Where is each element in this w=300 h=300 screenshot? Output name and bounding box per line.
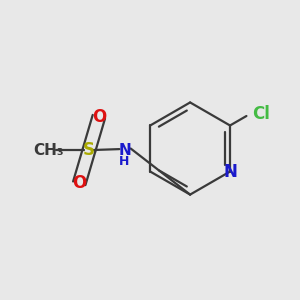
Text: CH₃: CH₃ — [34, 142, 64, 158]
Text: H: H — [119, 155, 129, 168]
Text: S: S — [83, 141, 95, 159]
Text: Cl: Cl — [252, 105, 270, 123]
Text: N: N — [223, 163, 237, 181]
Text: N: N — [118, 142, 131, 158]
Text: O: O — [72, 174, 86, 192]
Text: O: O — [92, 108, 106, 126]
